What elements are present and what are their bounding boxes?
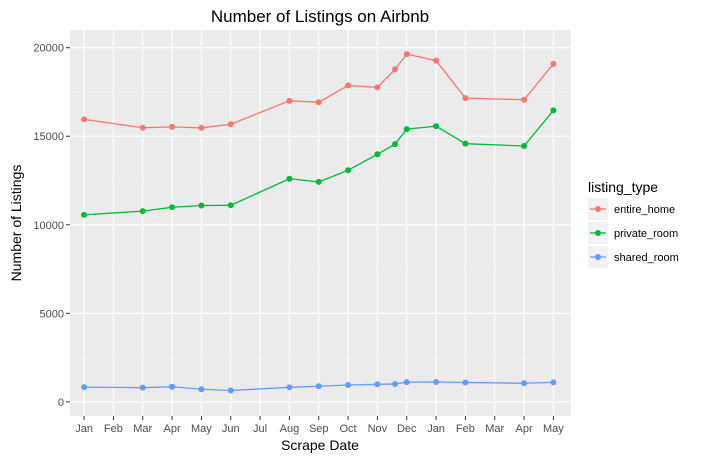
data-point-entire_home [433,57,440,64]
data-point-entire_home [374,84,381,91]
data-point-private_room [169,204,176,211]
data-point-private_room [139,208,146,215]
y-tick-label: 15000 [33,131,64,143]
x-tick-label: Oct [340,423,357,435]
x-tick-label: Nov [368,423,388,435]
data-point-entire_home [521,96,528,103]
data-point-shared_room [550,379,557,386]
x-axis: Jan Feb Mar Apr May Jun Jul Aug Sep Oct Nov Dec Jan F… [75,416,564,435]
data-point-private_room [403,126,410,133]
legend-title: listing_type [588,179,658,195]
data-point-private_room [550,107,557,114]
data-point-private_room [433,123,440,130]
legend-key-point [595,206,601,212]
legend-key-point [595,254,601,260]
data-point-private_room [227,202,234,209]
data-point-shared_room [433,379,440,386]
y-tick-label: 20000 [33,43,64,55]
data-point-entire_home [392,66,399,73]
data-point-shared_room [139,384,146,391]
x-tick-label: Dec [397,423,417,435]
data-point-private_room [462,140,469,147]
data-point-shared_room [198,386,205,393]
x-tick-label: Feb [456,423,475,435]
x-tick-label: Jun [222,423,240,435]
legend-label-entire_home: entire_home [614,204,675,216]
data-point-shared_room [286,384,293,391]
data-point-private_room [81,211,88,218]
data-point-private_room [521,142,528,149]
x-tick-label: Jan [75,423,93,435]
legend: listing_type entire_home private_roomshar… [588,179,679,268]
legend-key-point [595,230,601,236]
y-axis-title: Number of Listings [8,165,24,282]
data-point-entire_home [345,82,352,89]
data-point-shared_room [345,382,352,389]
x-tick-label: Apr [164,423,181,435]
panel-background [70,30,571,416]
x-axis-title: Scrape Date [281,437,359,453]
data-point-shared_room [521,380,528,387]
data-point-private_room [315,178,322,185]
data-point-shared_room [374,381,381,388]
data-point-entire_home [286,97,293,104]
x-tick-label: Aug [280,423,300,435]
data-point-entire_home [315,99,322,106]
data-point-shared_room [403,379,410,386]
data-point-shared_room [392,380,399,387]
x-tick-label: Sep [309,423,329,435]
data-point-entire_home [169,123,176,130]
data-point-shared_room [227,387,234,394]
x-tick-label: Jan [427,423,445,435]
x-tick-label: Jul [253,423,267,435]
x-tick-label: Mar [485,423,504,435]
data-point-private_room [198,202,205,209]
data-point-shared_room [81,384,88,391]
data-point-private_room [392,141,399,148]
x-tick-label: May [543,423,564,435]
x-tick-label: May [191,423,212,435]
data-point-entire_home [550,60,557,67]
data-point-entire_home [139,124,146,131]
data-point-shared_room [315,383,322,390]
y-tick-label: 10000 [33,220,64,232]
y-tick-label: 5000 [40,308,64,320]
data-point-private_room [286,175,293,182]
chart-title: Number of Listings on Airbnb [211,7,429,26]
data-point-entire_home [403,51,410,58]
data-point-shared_room [462,379,469,386]
data-point-entire_home [81,116,88,123]
data-point-shared_room [169,383,176,390]
x-tick-label: Feb [104,423,123,435]
major-grid [70,30,571,416]
x-tick-label: Mar [133,423,152,435]
x-tick-label: Apr [516,423,533,435]
data-point-entire_home [198,124,205,131]
y-axis: 0 5000 10000 15000 20000 [33,43,70,409]
y-tick-label: 0 [58,397,64,409]
data-point-private_room [374,151,381,158]
legend-label-private_room: private_room [614,228,678,240]
data-point-entire_home [227,121,234,128]
series-layer [81,51,557,394]
data-point-entire_home [462,95,469,102]
legend-label-shared_room: shared_room [614,252,679,264]
data-point-private_room [345,167,352,174]
